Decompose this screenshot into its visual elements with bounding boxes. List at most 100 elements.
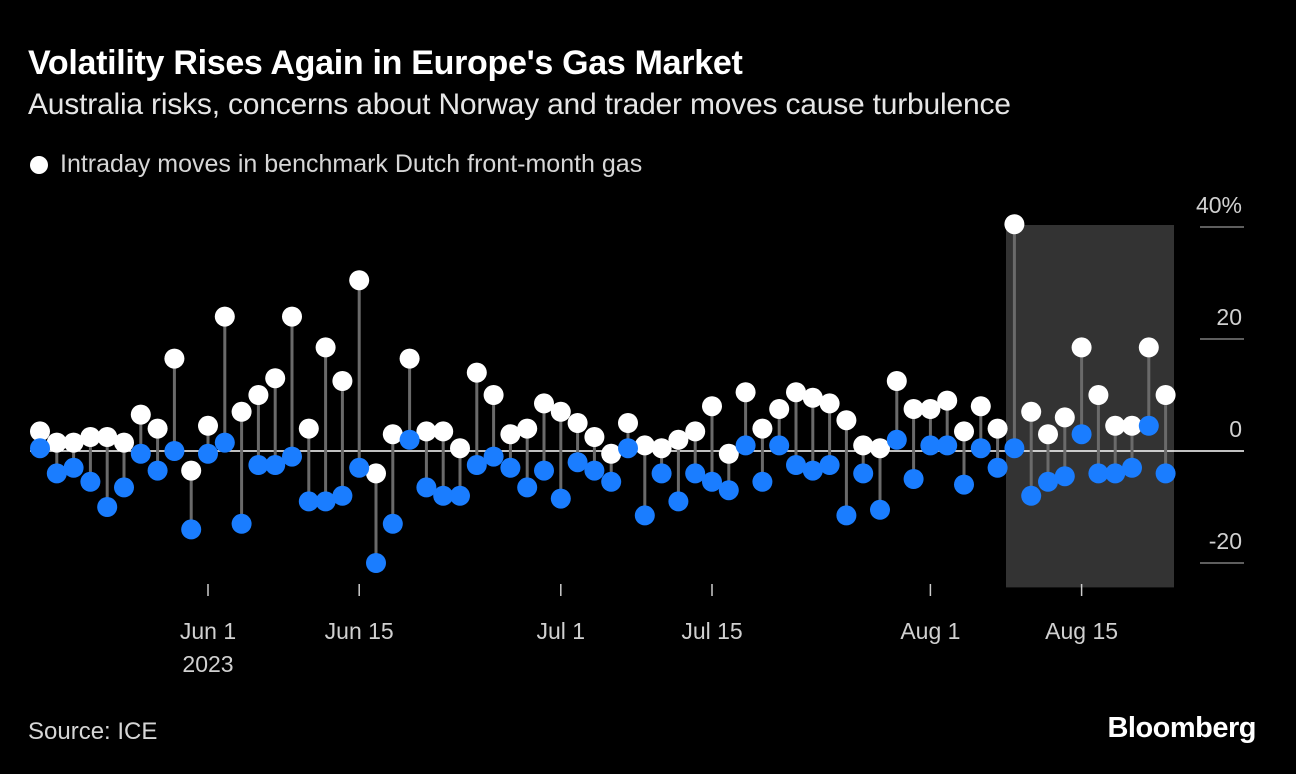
x-tick-label-0: Jun 1 <box>180 618 236 644</box>
high-point <box>634 435 655 456</box>
high-point <box>46 432 67 453</box>
low-point <box>1071 424 1092 445</box>
high-point <box>786 382 806 403</box>
high-point <box>1071 337 1092 358</box>
high-point <box>315 337 336 358</box>
low-point <box>920 435 941 456</box>
high-point <box>1004 214 1025 235</box>
low-point <box>1138 415 1159 436</box>
low-point <box>1021 485 1042 506</box>
low-point <box>63 457 84 478</box>
low-point <box>584 460 605 481</box>
x-tick-label-3: Jul 15 <box>681 618 742 644</box>
high-point <box>450 438 470 459</box>
low-point <box>651 463 672 484</box>
x-tick-label-2: Jul 1 <box>537 618 586 644</box>
legend-swatch <box>30 155 48 174</box>
low-point <box>500 457 521 478</box>
low-point <box>853 463 874 484</box>
high-point <box>214 306 235 327</box>
high-point <box>886 371 907 391</box>
low-point <box>1105 463 1126 484</box>
low-point <box>483 446 504 467</box>
high-point <box>97 427 118 447</box>
high-point <box>668 429 689 450</box>
low-point <box>265 455 286 475</box>
high-point <box>1021 401 1042 422</box>
y-tick-label-1: 20 <box>1216 304 1242 330</box>
low-point <box>1054 466 1075 487</box>
high-point <box>349 270 370 291</box>
low-point <box>282 446 302 467</box>
low-point <box>416 477 437 498</box>
chart-title: Volatility Rises Again in Europe's Gas M… <box>28 44 743 82</box>
high-point <box>1088 385 1109 405</box>
low-point <box>1088 463 1109 484</box>
high-point <box>198 415 218 436</box>
low-point <box>870 499 890 520</box>
low-point <box>97 497 118 517</box>
low-point <box>702 471 722 492</box>
high-point <box>836 410 857 431</box>
x-tick-label-5: Aug 15 <box>1045 618 1118 644</box>
high-point <box>618 413 638 433</box>
high-point <box>802 387 823 408</box>
high-point <box>718 443 739 464</box>
low-point <box>366 553 386 573</box>
high-point <box>399 348 420 369</box>
high-point <box>987 418 1008 439</box>
high-point <box>819 393 840 414</box>
high-point <box>970 396 991 417</box>
low-point <box>164 441 185 461</box>
high-point <box>114 432 134 453</box>
legend-label: Intraday moves in benchmark Dutch front-… <box>60 150 643 178</box>
high-point <box>265 368 286 389</box>
high-point <box>954 421 974 442</box>
low-point <box>970 438 991 459</box>
high-point <box>248 385 269 405</box>
high-point <box>702 396 722 417</box>
low-point <box>466 455 487 475</box>
low-point <box>752 471 773 492</box>
low-point <box>1038 471 1058 492</box>
low-point <box>819 455 840 475</box>
low-point <box>937 435 958 456</box>
high-point <box>937 390 958 411</box>
low-point <box>1122 457 1142 478</box>
high-point <box>903 399 924 419</box>
legend: Intraday moves in benchmark Dutch front-… <box>30 150 642 179</box>
high-point <box>1038 424 1058 445</box>
low-point <box>114 477 134 498</box>
high-point <box>534 393 554 414</box>
high-point <box>30 421 50 442</box>
low-point <box>130 443 151 464</box>
source-note: Source: ICE <box>28 718 158 745</box>
low-point <box>685 463 706 484</box>
high-point <box>130 404 151 425</box>
low-point <box>298 491 319 512</box>
low-point <box>802 460 823 481</box>
high-point <box>651 438 672 459</box>
low-point <box>248 455 269 475</box>
low-point <box>786 455 806 475</box>
low-point <box>214 432 235 453</box>
low-point <box>147 460 168 481</box>
high-point <box>282 306 302 327</box>
high-point <box>416 421 437 442</box>
low-point <box>80 471 101 492</box>
low-point <box>517 477 538 498</box>
low-point <box>332 485 353 506</box>
high-point <box>584 427 605 447</box>
low-point <box>399 429 420 450</box>
high-point <box>298 418 319 439</box>
high-point <box>147 418 168 439</box>
high-point <box>500 424 521 445</box>
low-point <box>349 457 370 478</box>
high-point <box>1138 337 1159 358</box>
low-point <box>903 469 924 489</box>
low-point <box>735 435 756 456</box>
low-point <box>534 460 554 481</box>
high-point <box>1105 415 1126 436</box>
high-point <box>685 421 706 442</box>
chart-subtitle: Australia risks, concerns about Norway a… <box>28 88 1011 121</box>
